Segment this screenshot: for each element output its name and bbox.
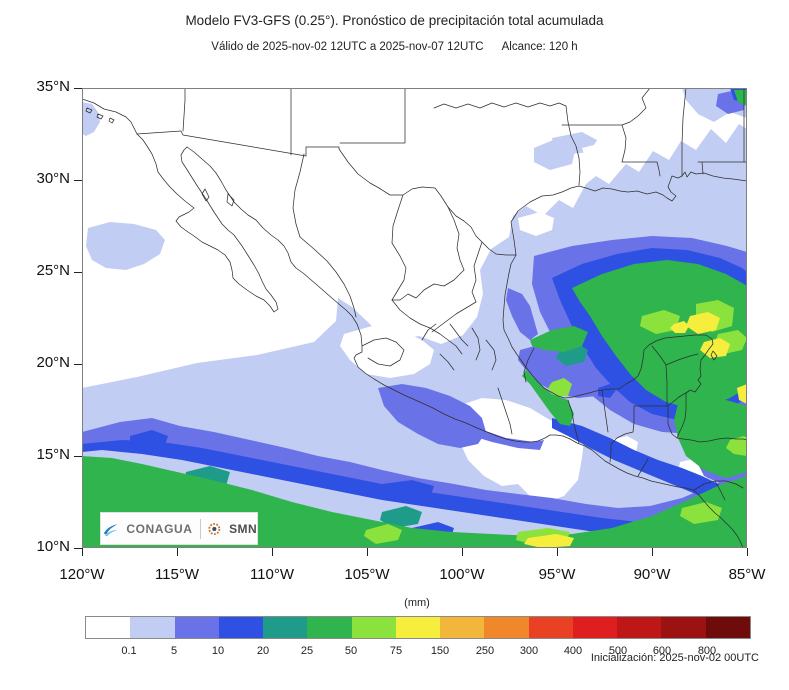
colorbar-cell [484, 617, 529, 638]
x-axis-tick [271, 548, 273, 556]
y-axis-tick [74, 455, 82, 457]
precipitation-map [82, 88, 747, 548]
colorbar-cell [572, 617, 618, 638]
x-axis-tick [176, 548, 178, 556]
y-axis-tick [74, 363, 82, 365]
smn-logo-text: SMN [229, 521, 258, 536]
colorbar-cell [307, 617, 352, 638]
colorbar-threshold-label: 600 [652, 645, 672, 657]
initialization-label: Inicialización: 2025-nov-02 00UTC [590, 652, 759, 664]
valid-range-label: Válido de 2025-nov-02 12UTC a 2025-nov-0… [211, 41, 484, 53]
colorbar-threshold-label: 400 [563, 645, 583, 657]
smn-logo-icon [208, 522, 221, 535]
colorbar-cell [263, 617, 308, 638]
y-axis-label: 30°N [36, 170, 70, 187]
y-axis-tick [74, 87, 82, 89]
x-axis-tick [651, 548, 653, 556]
colorbar-cell [395, 617, 441, 638]
y-axis-tick [74, 179, 82, 181]
colorbar-threshold-label: 10 [211, 645, 225, 657]
x-axis-label: 120°W [59, 566, 105, 583]
colorbar-threshold-label: 50 [344, 645, 358, 657]
x-axis-tick [461, 548, 463, 556]
colorbar-cell [440, 617, 485, 638]
colorbar-cell [528, 617, 573, 638]
x-axis-tick [81, 548, 83, 556]
colorbar-threshold-label: 150 [430, 645, 450, 657]
colorbar-cell [705, 617, 750, 638]
map-canvas: CONAGUA SMN [82, 88, 747, 548]
colorbar-threshold-label: 0.1 [121, 645, 137, 657]
colorbar-threshold-label: 20 [256, 645, 270, 657]
x-axis-tick [746, 548, 748, 556]
colorbar-threshold-label: 500 [608, 645, 628, 657]
forecast-reach-label: Alcance: 120 h [501, 41, 578, 53]
figure-title: Modelo FV3-GFS (0.25°). Pronóstico de pr… [185, 13, 604, 28]
x-axis-label: 90°W [633, 566, 671, 583]
y-axis-tick [74, 547, 82, 549]
colorbar-threshold-label: 800 [697, 645, 717, 657]
agency-logo-box: CONAGUA SMN [100, 512, 258, 545]
y-axis-label: 20°N [36, 354, 70, 371]
colorbar-cell [174, 617, 219, 638]
colorbar-cell [130, 617, 175, 638]
x-axis-tick [556, 548, 558, 556]
colorbar-threshold-label: 25 [300, 645, 314, 657]
x-axis-tick [366, 548, 368, 556]
x-axis-label: 110°W [249, 566, 295, 583]
colorbar-cell [661, 617, 706, 638]
conagua-logo-text: CONAGUA [126, 521, 193, 536]
y-axis-label: 15°N [36, 446, 70, 463]
colorbar-cell [351, 617, 396, 638]
colorbar-cell [218, 617, 264, 638]
figure-subtitle: Válido de 2025-nov-02 12UTC a 2025-nov-0… [0, 41, 789, 53]
y-axis-tick [74, 271, 82, 273]
colorbar-threshold-label: 5 [170, 645, 178, 657]
colorbar-units-label: (mm) [404, 597, 430, 609]
x-axis-label: 95°W [538, 566, 576, 583]
colorbar-threshold-label: 250 [475, 645, 495, 657]
x-axis-label: 115°W [154, 566, 200, 583]
colorbar-threshold-label: 300 [519, 645, 539, 657]
x-axis-label: 85°W [728, 566, 766, 583]
colorbar-threshold-label: 75 [389, 645, 403, 657]
coastlines-and-borders [82, 88, 747, 548]
x-axis-label: 105°W [344, 566, 390, 583]
logo-divider [199, 518, 201, 539]
conagua-logo-icon [103, 523, 118, 536]
colorbar-cell [617, 617, 662, 638]
colorbar [85, 616, 751, 639]
y-axis-label: 25°N [36, 262, 70, 279]
y-axis-label: 10°N [36, 538, 70, 555]
x-axis-label: 100°W [439, 566, 485, 583]
y-axis-label: 35°N [36, 78, 70, 95]
colorbar-cell [86, 617, 131, 638]
